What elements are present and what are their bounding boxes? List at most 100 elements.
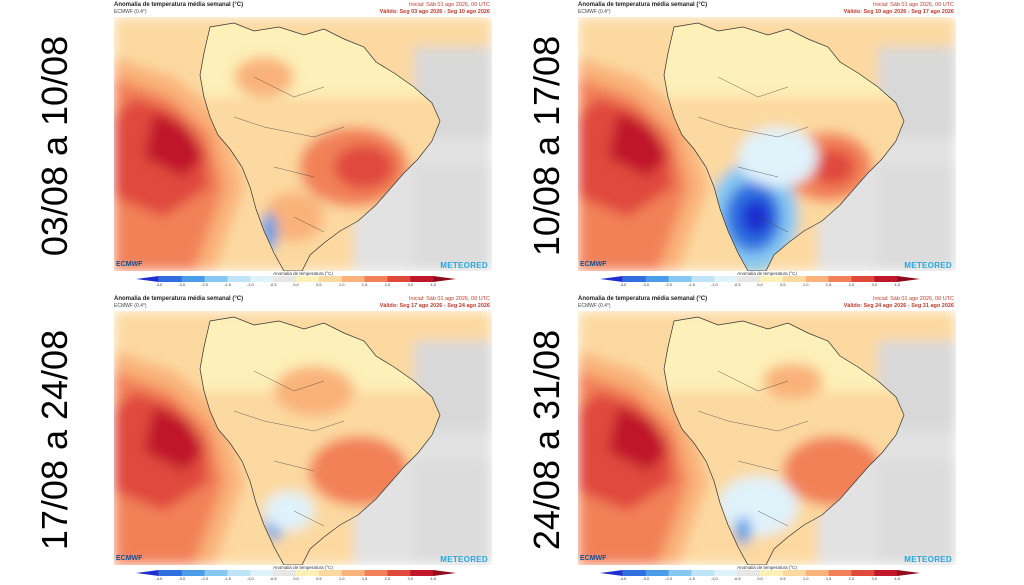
colorbar-label: Anomalia de temperatura (°C)	[273, 271, 333, 276]
map-panel-4: Anomalia de temperatura média semanal (°…	[576, 296, 958, 582]
colorbar-ticks: -4,0 -3,0 -2,0 -1,5 -1,0 -0,5 0,0 0,5 1,0 1,5 2,0 3…	[600, 282, 920, 288]
period-label-3: 17/08 a 24/08	[34, 329, 75, 551]
colorbar-tick: -0,5	[269, 282, 277, 287]
colorbar-tick: -4,0	[155, 576, 163, 581]
colorbar-tick: 0,0	[757, 576, 763, 581]
colorbar-ticks: -4,0 -3,0 -2,0 -1,5 -1,0 -0,5 0,0 0,5 1,0 1,5 2,0 3…	[600, 576, 920, 582]
colorbar-tick: 4,0	[430, 282, 436, 287]
initial-time: Inicial: Sáb 01 ago 2026, 00 UTC	[408, 2, 490, 8]
period-label-1: 03/08 a 10/08	[34, 35, 75, 257]
colorbar-label: Anomalia de temperatura (°C)	[737, 565, 797, 570]
map-title: Anomalia de temperatura média semanal (°…	[578, 296, 708, 302]
colorbar-tick: 1,0	[338, 282, 345, 287]
map-title: Anomalia de temperatura média semanal (°…	[114, 296, 244, 302]
colorbar	[136, 276, 456, 282]
colorbar-tick: 2,0	[384, 576, 391, 581]
anomaly-map	[578, 311, 956, 565]
colorbar-tick: 3,0	[407, 282, 414, 287]
colorbar	[600, 570, 920, 576]
model-label: ECMWF (0.4°)	[114, 303, 147, 309]
ecmwf-logo: ECMWF	[580, 555, 607, 562]
colorbar-tick: 1,5	[825, 576, 832, 581]
colorbar-tick: 0,0	[293, 282, 299, 287]
map-title: Anomalia de temperatura média semanal (°…	[114, 2, 244, 8]
model-label: ECMWF (0.4°)	[578, 9, 611, 15]
colorbar-tick: -0,5	[733, 282, 741, 287]
colorbar-tick: 0,5	[316, 282, 322, 287]
colorbar-tick: 1,5	[825, 282, 832, 287]
ecmwf-logo: ECMWF	[116, 261, 143, 268]
anomaly-map	[578, 17, 956, 271]
meteored-logo: METEORED	[440, 261, 488, 270]
colorbar-tick: -4,0	[619, 576, 627, 581]
valid-period: Válido: Seg 24 ago 2026 - Seg 31 ago 202…	[843, 303, 954, 309]
model-label: ECMWF (0.4°)	[578, 303, 611, 309]
meteored-logo: METEORED	[440, 555, 488, 564]
colorbar-tick: 0,0	[757, 282, 763, 287]
colorbar-tick: -1,5	[223, 282, 231, 287]
colorbar-tick: -2,0	[201, 282, 209, 287]
colorbar-tick: 0,5	[780, 282, 786, 287]
meteored-logo: METEORED	[904, 555, 952, 564]
colorbar-tick: -1,0	[246, 282, 254, 287]
colorbar-tick: -0,5	[733, 576, 741, 581]
anomaly-map	[114, 17, 492, 271]
initial-time: Inicial: Sáb 01 ago 2026, 00 UTC	[872, 2, 954, 8]
colorbar-tick: 2,0	[848, 576, 855, 581]
colorbar-tick: -1,0	[710, 282, 718, 287]
map-panel-1: Anomalia de temperatura média semanal (°…	[112, 2, 494, 288]
colorbar-tick: 1,5	[361, 576, 368, 581]
colorbar-ticks: -4,0 -3,0 -2,0 -1,5 -1,0 -0,5 0,0 0,5 1,0 1,5 2,0 3…	[136, 576, 456, 582]
colorbar-tick: -4,0	[155, 282, 163, 287]
colorbar-tick: 3,0	[407, 576, 414, 581]
colorbar-tick: 4,0	[894, 576, 900, 581]
colorbar-tick: 1,0	[802, 282, 809, 287]
colorbar-tick: 0,0	[293, 576, 299, 581]
colorbar-tick: 1,0	[338, 576, 345, 581]
colorbar-tick: 2,0	[848, 282, 855, 287]
colorbar-tick: -1,0	[710, 576, 718, 581]
period-label-4: 24/08 a 31/08	[526, 329, 567, 551]
colorbar-tick: -1,5	[687, 576, 695, 581]
valid-period: Válido: Seg 10 ago 2026 - Seg 17 ago 202…	[843, 9, 954, 15]
colorbar-tick: -2,0	[665, 576, 673, 581]
valid-period: Válido: Seg 17 ago 2026 - Seg 24 ago 202…	[379, 303, 490, 309]
colorbar-tick: 0,5	[780, 576, 786, 581]
anomaly-map	[114, 311, 492, 565]
map-title: Anomalia de temperatura média semanal (°…	[578, 2, 708, 8]
colorbar-label: Anomalia de temperatura (°C)	[273, 565, 333, 570]
colorbar	[600, 276, 920, 282]
period-label-2: 10/08 a 17/08	[526, 35, 567, 257]
valid-period: Válido: Seg 03 ago 2026 - Seg 10 ago 202…	[379, 9, 490, 15]
colorbar	[136, 570, 456, 576]
model-label: ECMWF (0.4°)	[114, 9, 147, 15]
colorbar-tick: -2,0	[665, 282, 673, 287]
colorbar-tick: 4,0	[430, 576, 436, 581]
colorbar-tick: 3,0	[871, 576, 878, 581]
colorbar-tick: -3,0	[642, 576, 650, 581]
map-panel-3: Anomalia de temperatura média semanal (°…	[112, 296, 494, 582]
colorbar-tick: 2,0	[384, 282, 391, 287]
colorbar-tick: -3,0	[178, 282, 186, 287]
colorbar-tick: -3,0	[642, 282, 650, 287]
colorbar-label: Anomalia de temperatura (°C)	[737, 271, 797, 276]
initial-time: Inicial: Sáb 01 ago 2026, 00 UTC	[872, 296, 954, 302]
colorbar-tick: -2,0	[201, 576, 209, 581]
colorbar-tick: -1,5	[223, 576, 231, 581]
ecmwf-logo: ECMWF	[116, 555, 143, 562]
colorbar-tick: 4,0	[894, 282, 900, 287]
map-panel-2: Anomalia de temperatura média semanal (°…	[576, 2, 958, 288]
meteored-logo: METEORED	[904, 261, 952, 270]
initial-time: Inicial: Sáb 01 ago 2026, 00 UTC	[408, 296, 490, 302]
colorbar-tick: -1,0	[246, 576, 254, 581]
colorbar-tick: 3,0	[871, 282, 878, 287]
colorbar-tick: -1,5	[687, 282, 695, 287]
colorbar-ticks: -4,0 -3,0 -2,0 -1,5 -1,0 -0,5 0,0 0,5 1,0 1,5 2,0 3…	[136, 282, 456, 288]
colorbar-tick: -3,0	[178, 576, 186, 581]
colorbar-tick: 0,5	[316, 576, 322, 581]
colorbar-tick: 1,5	[361, 282, 368, 287]
colorbar-tick: 1,0	[802, 576, 809, 581]
colorbar-tick: -4,0	[619, 282, 627, 287]
ecmwf-logo: ECMWF	[580, 261, 607, 268]
colorbar-tick: -0,5	[269, 576, 277, 581]
